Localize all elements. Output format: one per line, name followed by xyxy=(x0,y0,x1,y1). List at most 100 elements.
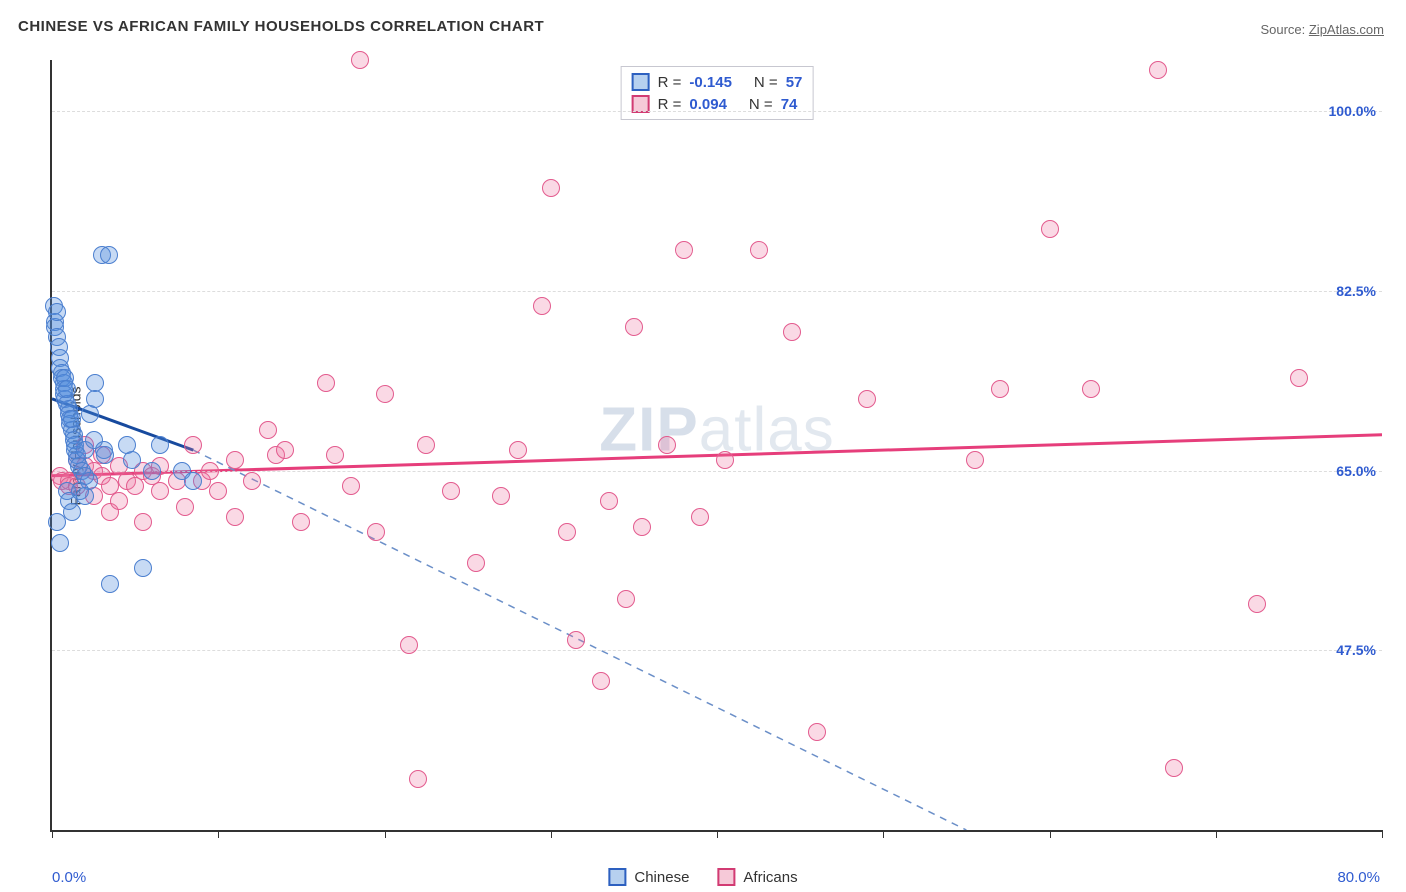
point-africans xyxy=(691,508,709,526)
point-africans xyxy=(633,518,651,536)
x-tick xyxy=(717,830,718,838)
point-africans xyxy=(750,241,768,259)
x-tick xyxy=(1050,830,1051,838)
source-prefix: Source: xyxy=(1260,22,1308,37)
series-legend: Chinese Africans xyxy=(608,868,797,886)
point-africans xyxy=(367,523,385,541)
point-africans xyxy=(808,723,826,741)
trendlines-layer xyxy=(52,60,1382,830)
point-africans xyxy=(226,451,244,469)
point-chinese xyxy=(101,575,119,593)
x-tick xyxy=(218,830,219,838)
chart-title: CHINESE VS AFRICAN FAMILY HOUSEHOLDS COR… xyxy=(18,18,544,35)
r-label-2: R = xyxy=(658,96,682,113)
plot-area: ZIPatlas R = -0.145 N = 57 R = 0.094 N =… xyxy=(50,60,1382,832)
point-africans xyxy=(126,477,144,495)
point-africans xyxy=(292,513,310,531)
source-link[interactable]: ZipAtlas.com xyxy=(1309,22,1384,37)
n-label-2: N = xyxy=(749,96,773,113)
swatch-chinese-bottom xyxy=(608,868,626,886)
point-africans xyxy=(567,631,585,649)
point-africans xyxy=(400,636,418,654)
point-africans xyxy=(558,523,576,541)
x-tick xyxy=(1382,830,1383,838)
legend-row-chinese: R = -0.145 N = 57 xyxy=(632,71,803,93)
n-value-1: 57 xyxy=(786,74,803,91)
point-africans xyxy=(184,436,202,454)
point-africans xyxy=(592,672,610,690)
point-africans xyxy=(134,513,152,531)
point-africans xyxy=(617,590,635,608)
point-africans xyxy=(276,441,294,459)
point-africans xyxy=(209,482,227,500)
point-africans xyxy=(991,380,1009,398)
point-africans xyxy=(243,472,261,490)
point-africans xyxy=(201,462,219,480)
point-africans xyxy=(533,297,551,315)
x-axis-max-label: 80.0% xyxy=(1337,869,1380,886)
point-chinese xyxy=(123,451,141,469)
r-value-1: -0.145 xyxy=(689,74,732,91)
point-africans xyxy=(442,482,460,500)
source-attribution: Source: ZipAtlas.com xyxy=(1260,22,1384,37)
point-africans xyxy=(1149,61,1167,79)
point-chinese xyxy=(63,503,81,521)
n-label-1: N = xyxy=(754,74,778,91)
point-africans xyxy=(1041,220,1059,238)
point-africans xyxy=(509,441,527,459)
watermark-bold: ZIP xyxy=(599,395,698,464)
r-label-1: R = xyxy=(658,74,682,91)
point-africans xyxy=(342,477,360,495)
point-africans xyxy=(151,482,169,500)
point-africans xyxy=(1290,369,1308,387)
point-africans xyxy=(675,241,693,259)
legend-label-chinese: Chinese xyxy=(634,869,689,886)
point-africans xyxy=(858,390,876,408)
point-africans xyxy=(226,508,244,526)
swatch-africans xyxy=(632,95,650,113)
x-tick xyxy=(551,830,552,838)
y-tick-label: 100.0% xyxy=(1329,103,1376,119)
point-africans xyxy=(783,323,801,341)
point-africans xyxy=(259,421,277,439)
point-africans xyxy=(1248,595,1266,613)
x-tick xyxy=(1216,830,1217,838)
point-chinese xyxy=(100,246,118,264)
point-africans xyxy=(966,451,984,469)
point-africans xyxy=(1082,380,1100,398)
point-chinese xyxy=(58,380,76,398)
y-tick-label: 47.5% xyxy=(1336,642,1376,658)
point-africans xyxy=(467,554,485,572)
gridline-y xyxy=(52,111,1382,112)
swatch-africans-bottom xyxy=(717,868,735,886)
swatch-chinese xyxy=(632,73,650,91)
point-africans xyxy=(351,51,369,69)
point-africans xyxy=(110,492,128,510)
point-chinese xyxy=(86,390,104,408)
x-tick xyxy=(385,830,386,838)
point-africans xyxy=(600,492,618,510)
r-value-2: 0.094 xyxy=(689,96,727,113)
y-tick-label: 82.5% xyxy=(1336,283,1376,299)
gridline-y xyxy=(52,291,1382,292)
point-africans xyxy=(658,436,676,454)
point-chinese xyxy=(76,487,94,505)
point-africans xyxy=(317,374,335,392)
point-chinese xyxy=(81,405,99,423)
point-africans xyxy=(492,487,510,505)
point-chinese xyxy=(48,303,66,321)
point-africans xyxy=(625,318,643,336)
legend-label-africans: Africans xyxy=(743,869,797,886)
x-tick xyxy=(883,830,884,838)
point-africans xyxy=(716,451,734,469)
legend-item-africans: Africans xyxy=(717,868,797,886)
point-chinese xyxy=(151,436,169,454)
x-axis-min-label: 0.0% xyxy=(52,869,86,886)
point-africans xyxy=(376,385,394,403)
chart-container: CHINESE VS AFRICAN FAMILY HOUSEHOLDS COR… xyxy=(0,0,1406,892)
point-africans xyxy=(326,446,344,464)
point-africans xyxy=(409,770,427,788)
point-chinese xyxy=(184,472,202,490)
point-chinese xyxy=(51,534,69,552)
gridline-y xyxy=(52,650,1382,651)
